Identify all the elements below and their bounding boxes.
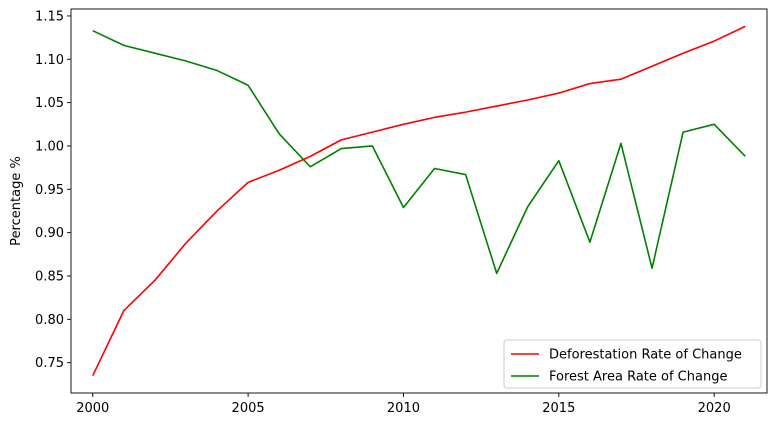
y-tick-label: 0.75 bbox=[35, 356, 64, 371]
y-tick-label: 0.95 bbox=[35, 183, 64, 198]
plot-frame bbox=[70, 8, 768, 394]
legend-label: Forest Area Rate of Change bbox=[549, 370, 727, 385]
legend bbox=[503, 339, 762, 389]
series-line-deforestation bbox=[92, 25, 746, 377]
y-tick-label: 0.80 bbox=[35, 313, 64, 328]
x-tick-label: 2005 bbox=[232, 401, 265, 416]
x-tick-label: 2015 bbox=[542, 401, 575, 416]
y-tick-label: 1.15 bbox=[35, 9, 64, 24]
x-tick-label: 2000 bbox=[76, 401, 109, 416]
series-line-forest-area bbox=[92, 29, 746, 275]
y-tick-label: 1.00 bbox=[35, 139, 64, 154]
y-axis-title: Percentage % bbox=[9, 156, 24, 246]
x-tick-label: 2010 bbox=[387, 401, 420, 416]
legend-label: Deforestation Rate of Change bbox=[549, 348, 742, 363]
y-tick-label: 0.85 bbox=[35, 269, 64, 284]
x-tick-label: 2020 bbox=[698, 401, 731, 416]
y-tick-label: 0.90 bbox=[35, 226, 64, 241]
y-tick-label: 1.05 bbox=[35, 96, 64, 111]
y-tick-label: 1.10 bbox=[35, 53, 64, 68]
